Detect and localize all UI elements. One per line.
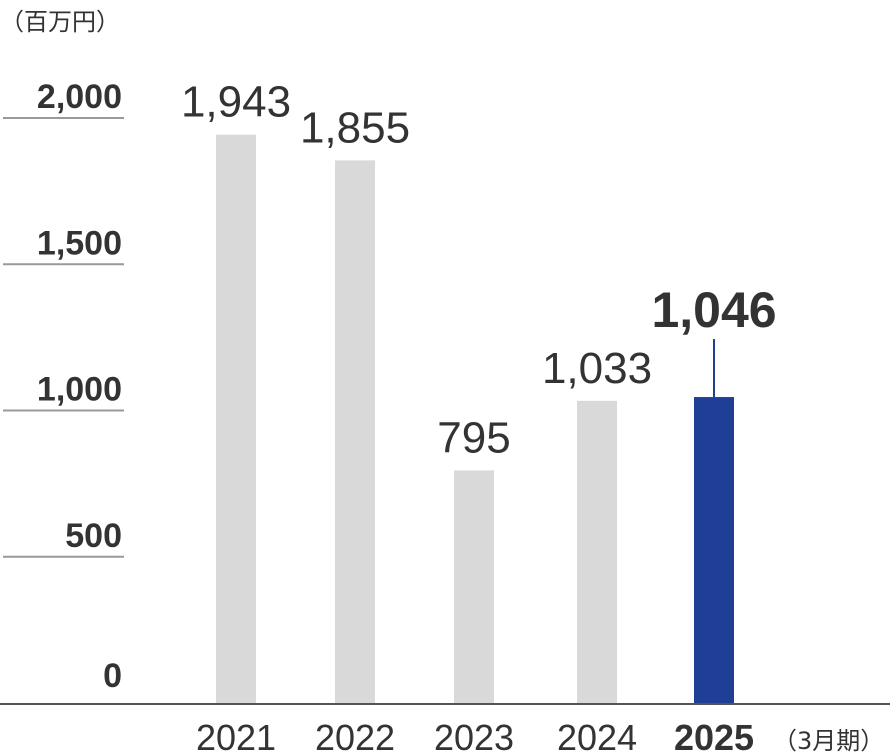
x-axis-category-labels: 2021 2022 2023 2024 2025 bbox=[196, 717, 754, 754]
y-tick-label-2000: 2,000 bbox=[37, 78, 122, 116]
y-tick-label-1000: 1,000 bbox=[37, 371, 122, 409]
y-axis-tick-labels: 0 500 1,000 1,500 2,000 bbox=[37, 78, 122, 695]
bar-2024 bbox=[577, 400, 617, 703]
value-label-2025: 1,046 bbox=[651, 282, 776, 338]
bar-2022 bbox=[335, 160, 375, 704]
x-tick-label-2024: 2024 bbox=[557, 717, 637, 754]
x-tick-label-2022: 2022 bbox=[315, 717, 395, 754]
y-tick-label-0: 0 bbox=[103, 657, 122, 695]
value-label-2022: 1,855 bbox=[300, 103, 410, 152]
x-tick-label-2021: 2021 bbox=[196, 717, 276, 754]
value-label-2023: 795 bbox=[437, 413, 510, 462]
bar-2025 bbox=[694, 397, 734, 703]
y-tick-label-500: 500 bbox=[65, 517, 122, 555]
bars bbox=[216, 134, 734, 704]
bar-2021 bbox=[216, 134, 256, 704]
x-tick-label-2023: 2023 bbox=[434, 717, 514, 754]
y-tick-label-1500: 1,500 bbox=[37, 224, 122, 262]
y-axis-gridlines bbox=[3, 117, 124, 558]
value-label-2024: 1,033 bbox=[542, 344, 652, 393]
value-label-2021: 1,943 bbox=[181, 78, 291, 127]
x-axis-unit-label: （3月期） bbox=[773, 727, 884, 754]
y-axis-unit-label: （百万円） bbox=[0, 8, 120, 36]
x-tick-label-2025: 2025 bbox=[674, 717, 754, 754]
bar-2023 bbox=[454, 470, 494, 703]
